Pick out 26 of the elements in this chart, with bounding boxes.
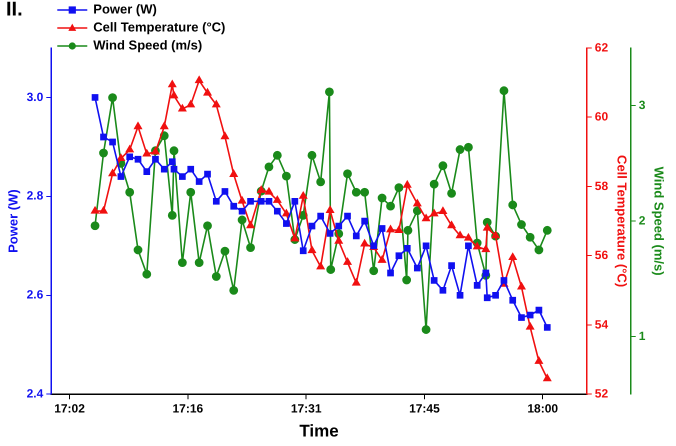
y-tick-label: 2.8 <box>26 188 44 203</box>
y2-tick-label: 56 <box>594 248 608 262</box>
x-tick-label: 17:02 <box>54 402 86 416</box>
x-tick-label: 17:16 <box>172 402 204 416</box>
y-tick-label: 2.6 <box>26 288 44 302</box>
x-axis-title: Time <box>299 421 339 440</box>
x-tick-label: 17:45 <box>409 402 440 416</box>
x-tick-label: 18:00 <box>527 402 558 416</box>
y2-tick-label: 60 <box>594 110 608 124</box>
y2-tick-label: 54 <box>594 317 608 332</box>
y3-tick-label: 1 <box>638 328 646 343</box>
y2-tick-label: 62 <box>594 40 608 54</box>
y-tick-label: 3.0 <box>26 90 44 104</box>
y2-axis-title: Cell Temperature (°C) <box>614 155 630 288</box>
chart-title: II. <box>6 0 23 21</box>
y3-tick-label: 3 <box>638 98 646 112</box>
x-tick-label: 17:31 <box>290 402 322 416</box>
legend-label: Power (W) <box>93 2 157 17</box>
y-tick-label: 2.4 <box>26 386 44 401</box>
y2-tick-label: 58 <box>594 178 608 193</box>
legend-label: Wind Speed (m/s) <box>93 38 202 53</box>
y2-tick-label: 52 <box>594 386 608 401</box>
y3-tick-label: 2 <box>638 213 646 228</box>
y-axis-title: Power (W) <box>5 189 20 253</box>
legend-label: Cell Temperature (°C) <box>93 20 226 35</box>
y3-axis-title: Wind Speed (m/s) <box>652 166 667 276</box>
